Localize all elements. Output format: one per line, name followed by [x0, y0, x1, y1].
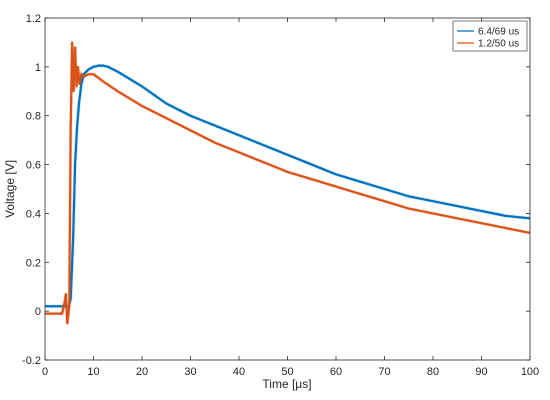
x-axis-title: Time [μs]	[262, 377, 311, 391]
x-tick-label: 10	[87, 366, 99, 378]
series-noise-1	[45, 63, 531, 309]
y-tick-label: 0.4	[26, 208, 41, 220]
y-tick-label: 0	[35, 306, 41, 318]
y-tick-label: -0.2	[22, 355, 41, 367]
x-tick-label: 0	[42, 366, 48, 378]
y-axis-title: Voltage [V]	[3, 160, 17, 218]
y-tick-label: 0.2	[26, 257, 41, 269]
x-tick-label: 60	[330, 366, 342, 378]
plot-frame	[44, 17, 531, 361]
legend: 6.4/69 us 1.2/50 us	[452, 20, 528, 52]
x-tick-label: 50	[281, 366, 293, 378]
x-tick-label: 70	[378, 366, 390, 378]
series-line-1	[45, 64, 531, 308]
x-tick-label: 100	[521, 366, 539, 378]
x-tick-label: 30	[184, 366, 196, 378]
plot-area	[45, 18, 530, 360]
y-tick-label: 1.2	[26, 13, 41, 25]
legend-label-series-1: 6.4/69 us	[478, 27, 519, 38]
x-tick-label: 20	[136, 366, 148, 378]
series-line-2	[45, 41, 531, 325]
y-tick-label: 0.8	[26, 111, 41, 123]
x-tick-label: 90	[475, 366, 487, 378]
series-layer	[45, 41, 531, 325]
y-tick-label: 0.6	[26, 160, 41, 172]
y-tick-label: 1	[35, 62, 41, 74]
legend-box	[452, 20, 528, 52]
x-tick-label: 80	[427, 366, 439, 378]
x-tick-label: 40	[233, 366, 245, 378]
ticks-layer: 0 10 20 30 40 50 60 70 80 90 100-0.200.20.40.60.81…	[22, 13, 539, 378]
legend-label-series-2: 1.2/50 us	[478, 39, 519, 50]
